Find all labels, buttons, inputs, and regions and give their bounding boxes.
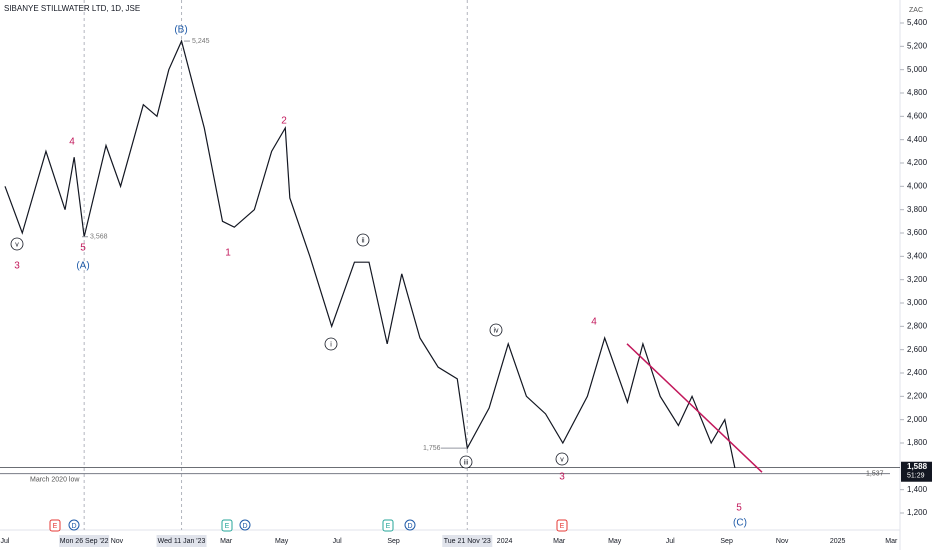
x-tick-label: May: [608, 538, 622, 545]
event-label: E: [225, 523, 230, 530]
y-tick-label: 2,200: [907, 391, 928, 400]
event-label: E: [386, 523, 391, 530]
currency: ZAC: [909, 7, 923, 14]
wave-circle: [489, 323, 503, 337]
x-tick-highlight: [156, 535, 207, 547]
wave-circle: [459, 455, 473, 469]
support-label: 1,537: [866, 471, 884, 478]
y-tick-label: 5,000: [907, 65, 928, 74]
wave-label: v: [15, 241, 19, 248]
x-tick-label: May: [275, 538, 289, 545]
y-tick-label: 3,800: [907, 205, 928, 214]
wave-label: iii: [464, 459, 469, 466]
event-icon: [556, 519, 568, 532]
x-tick-label: Sep: [387, 538, 400, 545]
price-label: 5,245: [192, 38, 210, 45]
wave-label: (A): [76, 261, 89, 272]
y-tick-label: 3,600: [907, 228, 928, 237]
wave-label: 2: [281, 116, 287, 127]
wave-label: ii: [361, 237, 365, 244]
y-tick-label: 2,400: [907, 368, 928, 377]
wave-label: 4: [69, 137, 75, 148]
y-tick-label: 2,600: [907, 345, 928, 354]
event-label: D: [71, 523, 76, 530]
x-tick-label: Jul: [333, 538, 342, 545]
x-tick-label: Jul: [1, 538, 10, 545]
y-tick-label: 4,200: [907, 158, 928, 167]
y-tick-label: 5,400: [907, 18, 928, 27]
event-icon: [382, 519, 394, 532]
event-label: D: [407, 523, 412, 530]
x-tick-label: Sep: [720, 538, 733, 545]
chart-title: SIBANYE STILLWATER LTD, 1D, JSE: [4, 4, 140, 13]
event-icon: [239, 519, 251, 531]
wave-circle: [324, 337, 338, 351]
x-tick-label: Nov: [111, 538, 124, 545]
y-tick-label: 4,800: [907, 88, 928, 97]
wave-label: 4: [591, 317, 597, 328]
y-tick-label: 5,200: [907, 41, 928, 50]
event-label: E: [560, 523, 565, 530]
x-tick-label: Nov: [776, 538, 789, 545]
y-tick-label: 1,200: [907, 508, 928, 517]
y-tick-label: 1,400: [907, 485, 928, 494]
wave-circle: [555, 452, 569, 466]
x-tick-label: Mar: [885, 538, 898, 545]
support-name: March 2020 low: [30, 477, 80, 484]
event-icon: [221, 519, 233, 532]
wave-label: v: [560, 456, 564, 463]
y-tick-label: 3,200: [907, 275, 928, 284]
wave-label: (C): [733, 518, 747, 529]
x-tick-label: 2024: [497, 538, 513, 545]
x-tick-label: Jul: [666, 538, 675, 545]
x-tick-highlight: [442, 535, 493, 547]
last-price-badge: [901, 461, 932, 482]
y-tick-label: 4,400: [907, 135, 928, 144]
y-tick-label: 4,000: [907, 181, 928, 190]
x-tick-highlight: [59, 535, 110, 547]
wave-label: 5: [736, 503, 742, 514]
x-tick-label: Wed 11 Jan '23: [158, 538, 206, 545]
x-tick-label: Mon 26 Sep '22: [60, 538, 109, 545]
x-tick-label: Tue 21 Nov '23: [444, 538, 491, 545]
wave-label: i: [330, 341, 332, 348]
wave-circle: [356, 233, 370, 247]
wave-label: 3: [14, 261, 20, 272]
wave-label: (B): [174, 25, 187, 36]
price-label: 3,568: [90, 234, 108, 241]
countdown: 51:29: [907, 473, 925, 480]
wave-label: 5: [80, 243, 86, 254]
event-label: D: [242, 523, 247, 530]
event-label: E: [53, 523, 58, 530]
price-line: [4, 39, 736, 468]
price-label: 1,756: [423, 445, 441, 452]
y-tick-label: 3,000: [907, 298, 928, 307]
x-tick-label: 2025: [830, 538, 846, 545]
wave-label: 1: [225, 248, 231, 259]
event-icon: [68, 519, 80, 531]
y-tick-label: 2,000: [907, 415, 928, 424]
last-price: 1,588: [907, 462, 928, 471]
event-icon: [404, 519, 416, 531]
trendline: [626, 343, 763, 473]
y-tick-label: 1,800: [907, 438, 928, 447]
wave-label: 3: [559, 472, 565, 483]
event-icon: [49, 519, 61, 532]
y-tick-label: 4,600: [907, 111, 928, 120]
wave-label: iv: [493, 327, 499, 334]
wave-circle: [10, 237, 24, 251]
x-tick-label: Mar: [220, 538, 233, 545]
x-tick-label: Mar: [553, 538, 566, 545]
y-tick-label: 3,400: [907, 251, 928, 260]
y-tick-label: 2,800: [907, 321, 928, 330]
